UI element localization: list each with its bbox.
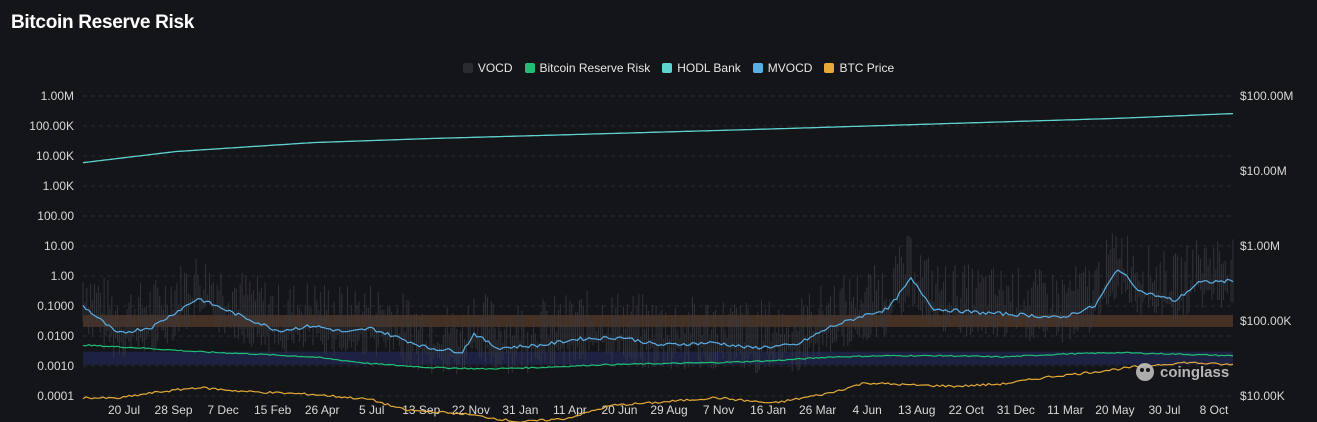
x-tick-label: 26 Mar xyxy=(799,403,836,417)
series-mvocd xyxy=(82,269,1234,354)
legend-label: Bitcoin Reserve Risk xyxy=(539,61,651,75)
x-tick-label: 31 Jan xyxy=(502,403,538,417)
y-left-tick-label: 1.00 xyxy=(51,269,75,283)
y-right-tick-label: $10.00M xyxy=(1240,164,1287,178)
x-tick-label: 15 Feb xyxy=(254,403,292,417)
y-left-tick-label: 1.00M xyxy=(41,89,74,103)
legend-label: VOCD xyxy=(477,61,513,75)
legend-item-hodl-bank[interactable]: HODL Bank xyxy=(662,61,741,75)
y-left-tick-label: 0.0001 xyxy=(37,389,74,403)
series-vocd xyxy=(82,233,1234,375)
y-left-tick-label: 10.00 xyxy=(44,239,74,253)
legend-item-mvocd[interactable]: MVOCD xyxy=(752,61,813,75)
threshold-band xyxy=(83,315,1233,327)
y-right-tick-label: $100.00K xyxy=(1240,314,1291,328)
series-hodl-bank xyxy=(82,112,1234,164)
coinglass-logo-icon xyxy=(1136,363,1154,381)
x-tick-label: 20 Jun xyxy=(601,403,637,417)
y-right-tick-label: $1.00M xyxy=(1240,239,1280,253)
y-left-tick-label: 100.00 xyxy=(37,209,74,223)
x-tick-label: 7 Nov xyxy=(703,403,734,417)
x-tick-label: 29 Aug xyxy=(650,403,687,417)
chart-legend[interactable]: VOCD Bitcoin Reserve Risk HODL Bank MVOCD BT… xyxy=(20,61,1317,75)
legend-item-btc-price[interactable]: BTC Price xyxy=(824,61,894,75)
legend-swatch xyxy=(752,63,763,73)
x-tick-label: 22 Nov xyxy=(452,403,490,417)
x-tick-label: 13 Sep xyxy=(402,403,440,417)
x-tick-label: 11 Apr xyxy=(553,403,587,417)
y-left-tick-label: 100.00K xyxy=(29,119,74,133)
x-tick-label: 30 Jul xyxy=(1148,403,1180,417)
y-left-tick-label: 1.00K xyxy=(43,179,74,193)
legend-swatch xyxy=(462,63,473,73)
series-bitcoin-reserve-risk xyxy=(82,344,1234,370)
legend-swatch xyxy=(824,63,835,73)
legend-label: BTC Price xyxy=(839,61,895,75)
y-left-tick-label: 0.1000 xyxy=(37,299,74,313)
y-left-tick-label: 0.0010 xyxy=(37,359,74,373)
x-tick-label: 13 Aug xyxy=(898,403,935,417)
chart-title: Bitcoin Reserve Risk xyxy=(11,12,195,33)
x-tick-label: 26 Apr xyxy=(305,403,340,417)
y-left-tick-label: 0.0100 xyxy=(37,329,74,343)
legend-swatch xyxy=(524,63,535,73)
y-right-tick-label: $100.00M xyxy=(1240,89,1293,103)
x-tick-label: 31 Dec xyxy=(997,403,1035,417)
x-tick-label: 16 Jan xyxy=(750,403,786,417)
x-tick-label: 22 Oct xyxy=(949,403,985,417)
x-tick-label: 11 Mar xyxy=(1047,403,1083,417)
legend-swatch xyxy=(662,63,673,73)
x-tick-label: 28 Sep xyxy=(155,403,193,417)
series-btc-price xyxy=(82,361,1234,422)
x-tick-label: 20 May xyxy=(1095,403,1134,417)
legend-label: HODL Bank xyxy=(677,61,741,75)
x-tick-label: 7 Dec xyxy=(207,403,238,417)
x-tick-label: 8 Oct xyxy=(1200,403,1229,417)
watermark-text: coinglass xyxy=(1160,363,1230,381)
legend-item-vocd[interactable]: VOCD xyxy=(462,61,513,75)
y-left-tick-label: 10.00K xyxy=(36,149,74,163)
legend-label: MVOCD xyxy=(767,61,813,75)
y-right-tick-label: $10.00K xyxy=(1240,389,1285,403)
legend-item-bitcoin-reserve-risk[interactable]: Bitcoin Reserve Risk xyxy=(524,61,651,75)
x-tick-label: 20 Jul xyxy=(108,403,140,417)
x-tick-label: 5 Jul xyxy=(359,403,384,417)
x-tick-label: 4 Jun xyxy=(853,403,882,417)
coinglass-watermark: coinglass xyxy=(1134,361,1229,383)
